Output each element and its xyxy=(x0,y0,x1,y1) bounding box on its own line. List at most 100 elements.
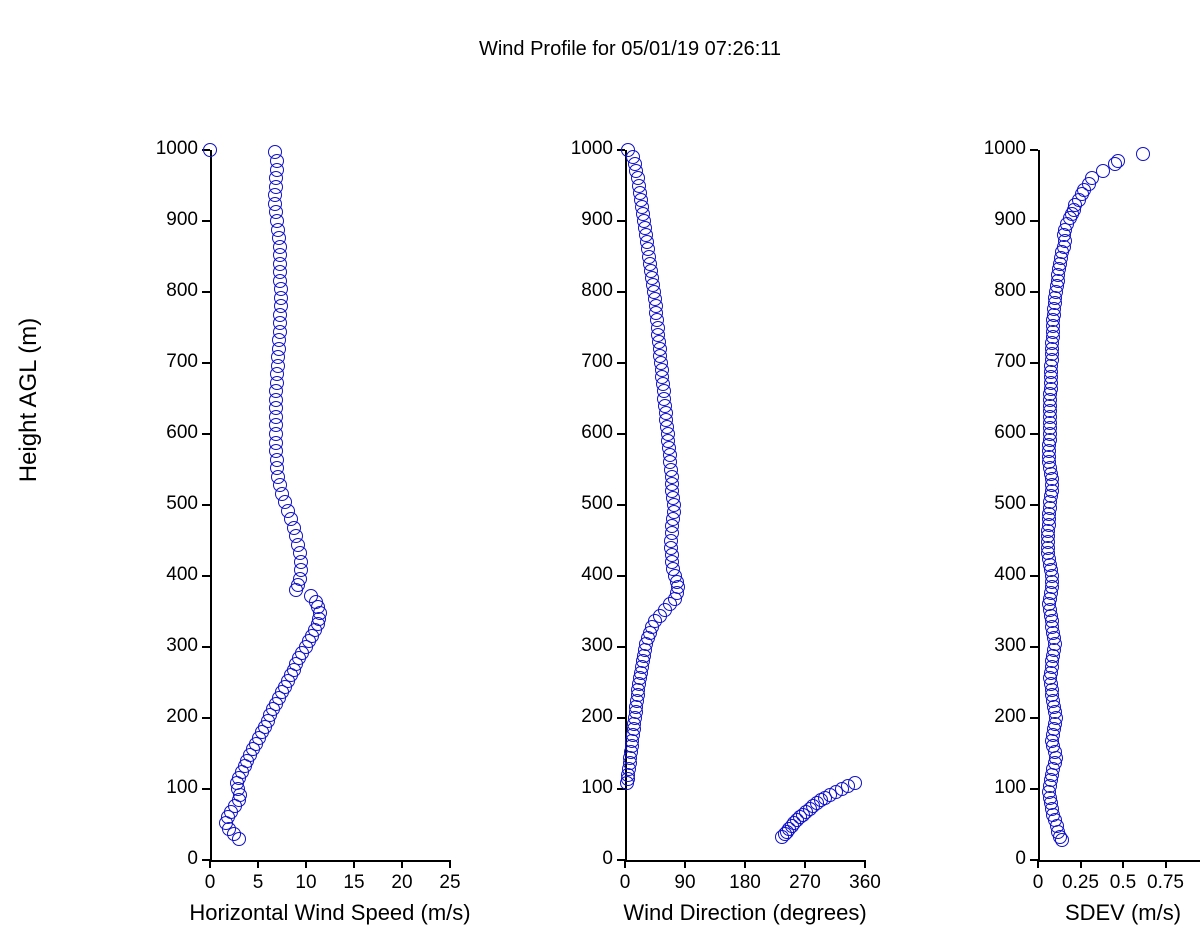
x-axis-line xyxy=(1038,860,1200,862)
y-tick-label: 0 xyxy=(563,848,613,870)
x-tick-mark xyxy=(257,860,259,868)
data-point-marker xyxy=(289,583,303,597)
x-tick-label: 1 xyxy=(1183,872,1200,894)
y-tick-label: 900 xyxy=(976,209,1026,231)
y-tick-mark xyxy=(617,575,625,577)
x-tick-label: 0 xyxy=(185,872,235,894)
y-tick-mark xyxy=(1030,504,1038,506)
y-tick-label: 300 xyxy=(976,635,1026,657)
y-tick-label: 0 xyxy=(148,848,198,870)
y-tick-mark xyxy=(202,575,210,577)
y-tick-label: 100 xyxy=(563,777,613,799)
y-tick-mark xyxy=(1030,433,1038,435)
y-tick-mark xyxy=(1030,220,1038,222)
x-tick-mark xyxy=(1122,860,1124,868)
y-tick-label: 700 xyxy=(976,351,1026,373)
y-tick-label: 1000 xyxy=(976,138,1026,160)
y-tick-label: 500 xyxy=(148,493,198,515)
y-tick-mark xyxy=(617,504,625,506)
y-tick-mark xyxy=(202,788,210,790)
x-tick-label: 15 xyxy=(329,872,379,894)
y-tick-mark xyxy=(617,220,625,222)
y-tick-mark xyxy=(1030,362,1038,364)
y-tick-mark xyxy=(1030,291,1038,293)
x-tick-label: 360 xyxy=(840,872,890,894)
wind-direction-panel: 0 100 200 300 400 500 600 700 800 900 1000 0 90 180 27… xyxy=(565,75,865,785)
y-tick-label: 400 xyxy=(148,564,198,586)
x-tick-label: 180 xyxy=(720,872,770,894)
x-tick-mark xyxy=(353,860,355,868)
y-tick-label: 600 xyxy=(563,422,613,444)
data-point-marker xyxy=(775,830,789,844)
wind-profile-chart: Wind Profile for 05/01/19 07:26:11 Heigh… xyxy=(0,0,1200,900)
x-tick-label: 5 xyxy=(233,872,283,894)
y-axis-line xyxy=(1038,150,1040,860)
x-tick-mark xyxy=(305,860,307,868)
chart-title: Wind Profile for 05/01/19 07:26:11 xyxy=(430,38,830,61)
x-tick-label: 0 xyxy=(600,872,650,894)
y-tick-mark xyxy=(1030,788,1038,790)
y-tick-mark xyxy=(202,646,210,648)
x-tick-label: 270 xyxy=(780,872,830,894)
y-tick-mark xyxy=(617,646,625,648)
data-point-marker xyxy=(1055,833,1069,847)
y-tick-label: 300 xyxy=(563,635,613,657)
data-point-marker xyxy=(1136,147,1150,161)
x-tick-label: 90 xyxy=(660,872,710,894)
x-axis-line xyxy=(210,860,450,862)
y-tick-label: 800 xyxy=(148,280,198,302)
y-tick-label: 400 xyxy=(563,564,613,586)
y-tick-label: 600 xyxy=(976,422,1026,444)
x-tick-mark xyxy=(624,860,626,868)
wind-speed-panel: 0 100 200 300 400 500 600 700 800 900 1000 0 5 10 15 20… xyxy=(150,75,450,785)
y-tick-mark xyxy=(202,717,210,719)
x-tick-mark xyxy=(864,860,866,868)
y-tick-label: 600 xyxy=(148,422,198,444)
x-tick-label: 10 xyxy=(281,872,331,894)
y-tick-label: 100 xyxy=(976,777,1026,799)
y-tick-mark xyxy=(617,717,625,719)
x-tick-mark xyxy=(1165,860,1167,868)
y-tick-label: 900 xyxy=(148,209,198,231)
data-point-marker xyxy=(232,832,246,846)
y-axis-line xyxy=(210,150,212,860)
x-axis-title: Wind Direction (degrees) xyxy=(545,900,945,926)
x-axis-title: SDEV (m/s) xyxy=(958,900,1200,926)
sdev-panel: 0 100 200 300 400 500 600 700 800 900 1000 0 0.25 0.5… xyxy=(978,75,1188,785)
y-tick-label: 100 xyxy=(148,777,198,799)
y-tick-mark xyxy=(1030,575,1038,577)
x-tick-mark xyxy=(1037,860,1039,868)
y-tick-label: 700 xyxy=(563,351,613,373)
y-tick-label: 0 xyxy=(976,848,1026,870)
y-tick-label: 800 xyxy=(563,280,613,302)
y-tick-label: 300 xyxy=(148,635,198,657)
y-tick-label: 500 xyxy=(563,493,613,515)
x-tick-mark xyxy=(1080,860,1082,868)
y-tick-mark xyxy=(1030,717,1038,719)
x-tick-label: 25 xyxy=(425,872,475,894)
y-tick-mark xyxy=(617,291,625,293)
data-point-marker xyxy=(620,776,634,790)
data-point-marker xyxy=(203,143,217,157)
y-tick-mark xyxy=(1030,149,1038,151)
x-tick-mark xyxy=(401,860,403,868)
x-tick-mark xyxy=(744,860,746,868)
x-tick-mark xyxy=(449,860,451,868)
x-axis-title: Horizontal Wind Speed (m/s) xyxy=(130,900,530,926)
y-tick-mark xyxy=(202,220,210,222)
data-point-marker xyxy=(1108,157,1122,171)
x-tick-mark xyxy=(684,860,686,868)
y-tick-mark xyxy=(617,362,625,364)
x-tick-mark xyxy=(209,860,211,868)
y-tick-mark xyxy=(202,291,210,293)
y-tick-label: 200 xyxy=(976,706,1026,728)
y-tick-label: 500 xyxy=(976,493,1026,515)
y-tick-mark xyxy=(1030,646,1038,648)
y-tick-label: 1000 xyxy=(148,138,198,160)
y-tick-label: 200 xyxy=(148,706,198,728)
y-tick-label: 800 xyxy=(976,280,1026,302)
y-tick-label: 900 xyxy=(563,209,613,231)
y-tick-mark xyxy=(202,362,210,364)
y-tick-mark xyxy=(202,433,210,435)
y-tick-label: 700 xyxy=(148,351,198,373)
